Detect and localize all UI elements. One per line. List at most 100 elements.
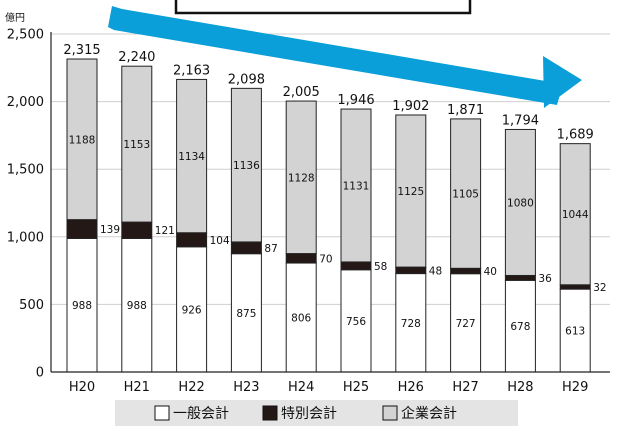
data-label-total: 1,946 (337, 93, 374, 108)
bar-segment-special (559, 284, 591, 290)
trend-arrow (108, 0, 582, 108)
x-tick-label: H28 (507, 380, 533, 395)
x-tick-label: H23 (233, 380, 259, 395)
y-tick-label: 1,000 (7, 230, 44, 245)
legend-swatch (154, 405, 170, 421)
y-tick-label: 500 (19, 298, 44, 313)
bar-segment-enterprise (450, 118, 482, 269)
bar-segment-enterprise (559, 143, 591, 286)
data-label-special: 104 (210, 235, 230, 247)
data-label-total: 2,163 (173, 63, 210, 78)
data-label-enterprise: 1153 (123, 139, 150, 151)
bar-segment-special (340, 261, 372, 271)
data-label-enterprise: 1188 (69, 134, 96, 146)
bar-segment-enterprise (121, 65, 153, 223)
data-label-general: 806 (291, 313, 311, 325)
y-unit-label: 億円 (5, 11, 25, 24)
data-label-enterprise: 1131 (343, 180, 370, 192)
bar-segment-special (395, 266, 427, 275)
legend-label: 特別会計 (281, 406, 337, 422)
y-tick-label: 1,500 (7, 163, 44, 178)
bar-segment-general (504, 279, 536, 373)
y-tick-label: 2,000 (7, 95, 44, 110)
data-label-special: 58 (374, 261, 387, 273)
data-label-enterprise: 1128 (288, 172, 315, 184)
bar-segment-enterprise (504, 128, 536, 276)
bar-segment-general (340, 269, 372, 373)
data-label-general: 988 (72, 300, 92, 312)
data-label-total: 1,794 (502, 113, 539, 128)
callout-box-edge (174, 0, 472, 15)
bar-segment-general (66, 237, 98, 373)
bar-segment-general (450, 273, 482, 373)
legend-background (115, 400, 518, 426)
data-label-general: 678 (510, 321, 530, 333)
data-label-general: 728 (401, 318, 421, 330)
y-tick-label: 2,500 (7, 28, 44, 43)
data-label-special: 32 (593, 282, 606, 294)
bar-segment-enterprise (285, 100, 317, 255)
x-tick-label: H21 (124, 380, 150, 395)
bar-segment-enterprise (176, 78, 208, 234)
bar-segment-special (450, 267, 482, 275)
axes: 0 500 1,000 1,500 2,000 2,500 H20 H21 H22 H23 H24 H… (7, 28, 610, 395)
x-tick-label: H29 (562, 380, 588, 395)
x-tick-label: H27 (452, 380, 478, 395)
data-label-special: 70 (319, 253, 332, 265)
bar-segment-enterprise (395, 114, 427, 268)
data-label-general: 613 (565, 326, 585, 338)
data-label-special: 121 (155, 225, 175, 237)
data-label-total: 2,315 (63, 43, 100, 58)
x-tick-label: H26 (398, 380, 424, 395)
data-label-general: 756 (346, 316, 366, 328)
data-label-general: 875 (236, 308, 256, 320)
bar-segment-enterprise (66, 58, 98, 221)
bar-segment-special (285, 253, 317, 264)
data-label-total: 2,240 (118, 50, 155, 65)
data-label-general: 988 (127, 300, 147, 312)
trend-arrow-head (543, 56, 582, 108)
bar-segment-special (121, 221, 153, 239)
x-tick-label: H20 (69, 380, 95, 395)
data-label-general: 727 (456, 318, 476, 330)
data-label-total: 1,689 (557, 128, 594, 143)
data-label-enterprise: 1125 (397, 186, 424, 198)
data-label-total: 2,005 (283, 85, 320, 100)
legend-swatch (382, 405, 398, 421)
bar-segment-general (285, 262, 317, 373)
data-label-special: 40 (484, 266, 497, 278)
data-label-special: 48 (429, 265, 442, 277)
bar-segment-enterprise (230, 87, 262, 243)
data-label-total: 1,871 (447, 103, 484, 118)
bars: 988 139 1188 2,315 988 121 1153 2,240 926 104 1134… (63, 43, 607, 373)
legend-swatch (262, 405, 278, 421)
trend-arrow-shaft (108, 6, 563, 105)
bar-segment-special (176, 232, 208, 248)
data-label-total: 1,902 (392, 99, 429, 114)
y-tick-label: 0 (36, 366, 44, 381)
data-label-special: 87 (264, 243, 277, 255)
x-tick-label: H22 (178, 380, 204, 395)
x-tick-label: H24 (288, 380, 314, 395)
data-label-special: 36 (538, 273, 552, 285)
data-label-enterprise: 1080 (507, 197, 534, 209)
data-label-special: 139 (100, 224, 120, 236)
x-tick-label: H25 (343, 380, 369, 395)
bar-segment-special (66, 219, 98, 239)
data-label-total: 2,098 (228, 72, 265, 87)
bar-segment-enterprise (340, 108, 372, 263)
legend: 一般会計 特別会計 企業会計 (115, 400, 518, 426)
bar-segment-special (504, 274, 536, 281)
bar-segment-general (559, 288, 591, 373)
data-label-enterprise: 1134 (178, 151, 205, 163)
legend-label: 一般会計 (173, 406, 229, 422)
data-label-enterprise: 1105 (452, 189, 479, 201)
bar-segment-special (230, 241, 262, 255)
bar-segment-general (121, 237, 153, 373)
data-label-enterprise: 1136 (233, 160, 260, 172)
legend-label: 企業会計 (401, 405, 457, 422)
data-label-general: 926 (182, 304, 202, 316)
data-label-enterprise: 1044 (562, 209, 589, 221)
